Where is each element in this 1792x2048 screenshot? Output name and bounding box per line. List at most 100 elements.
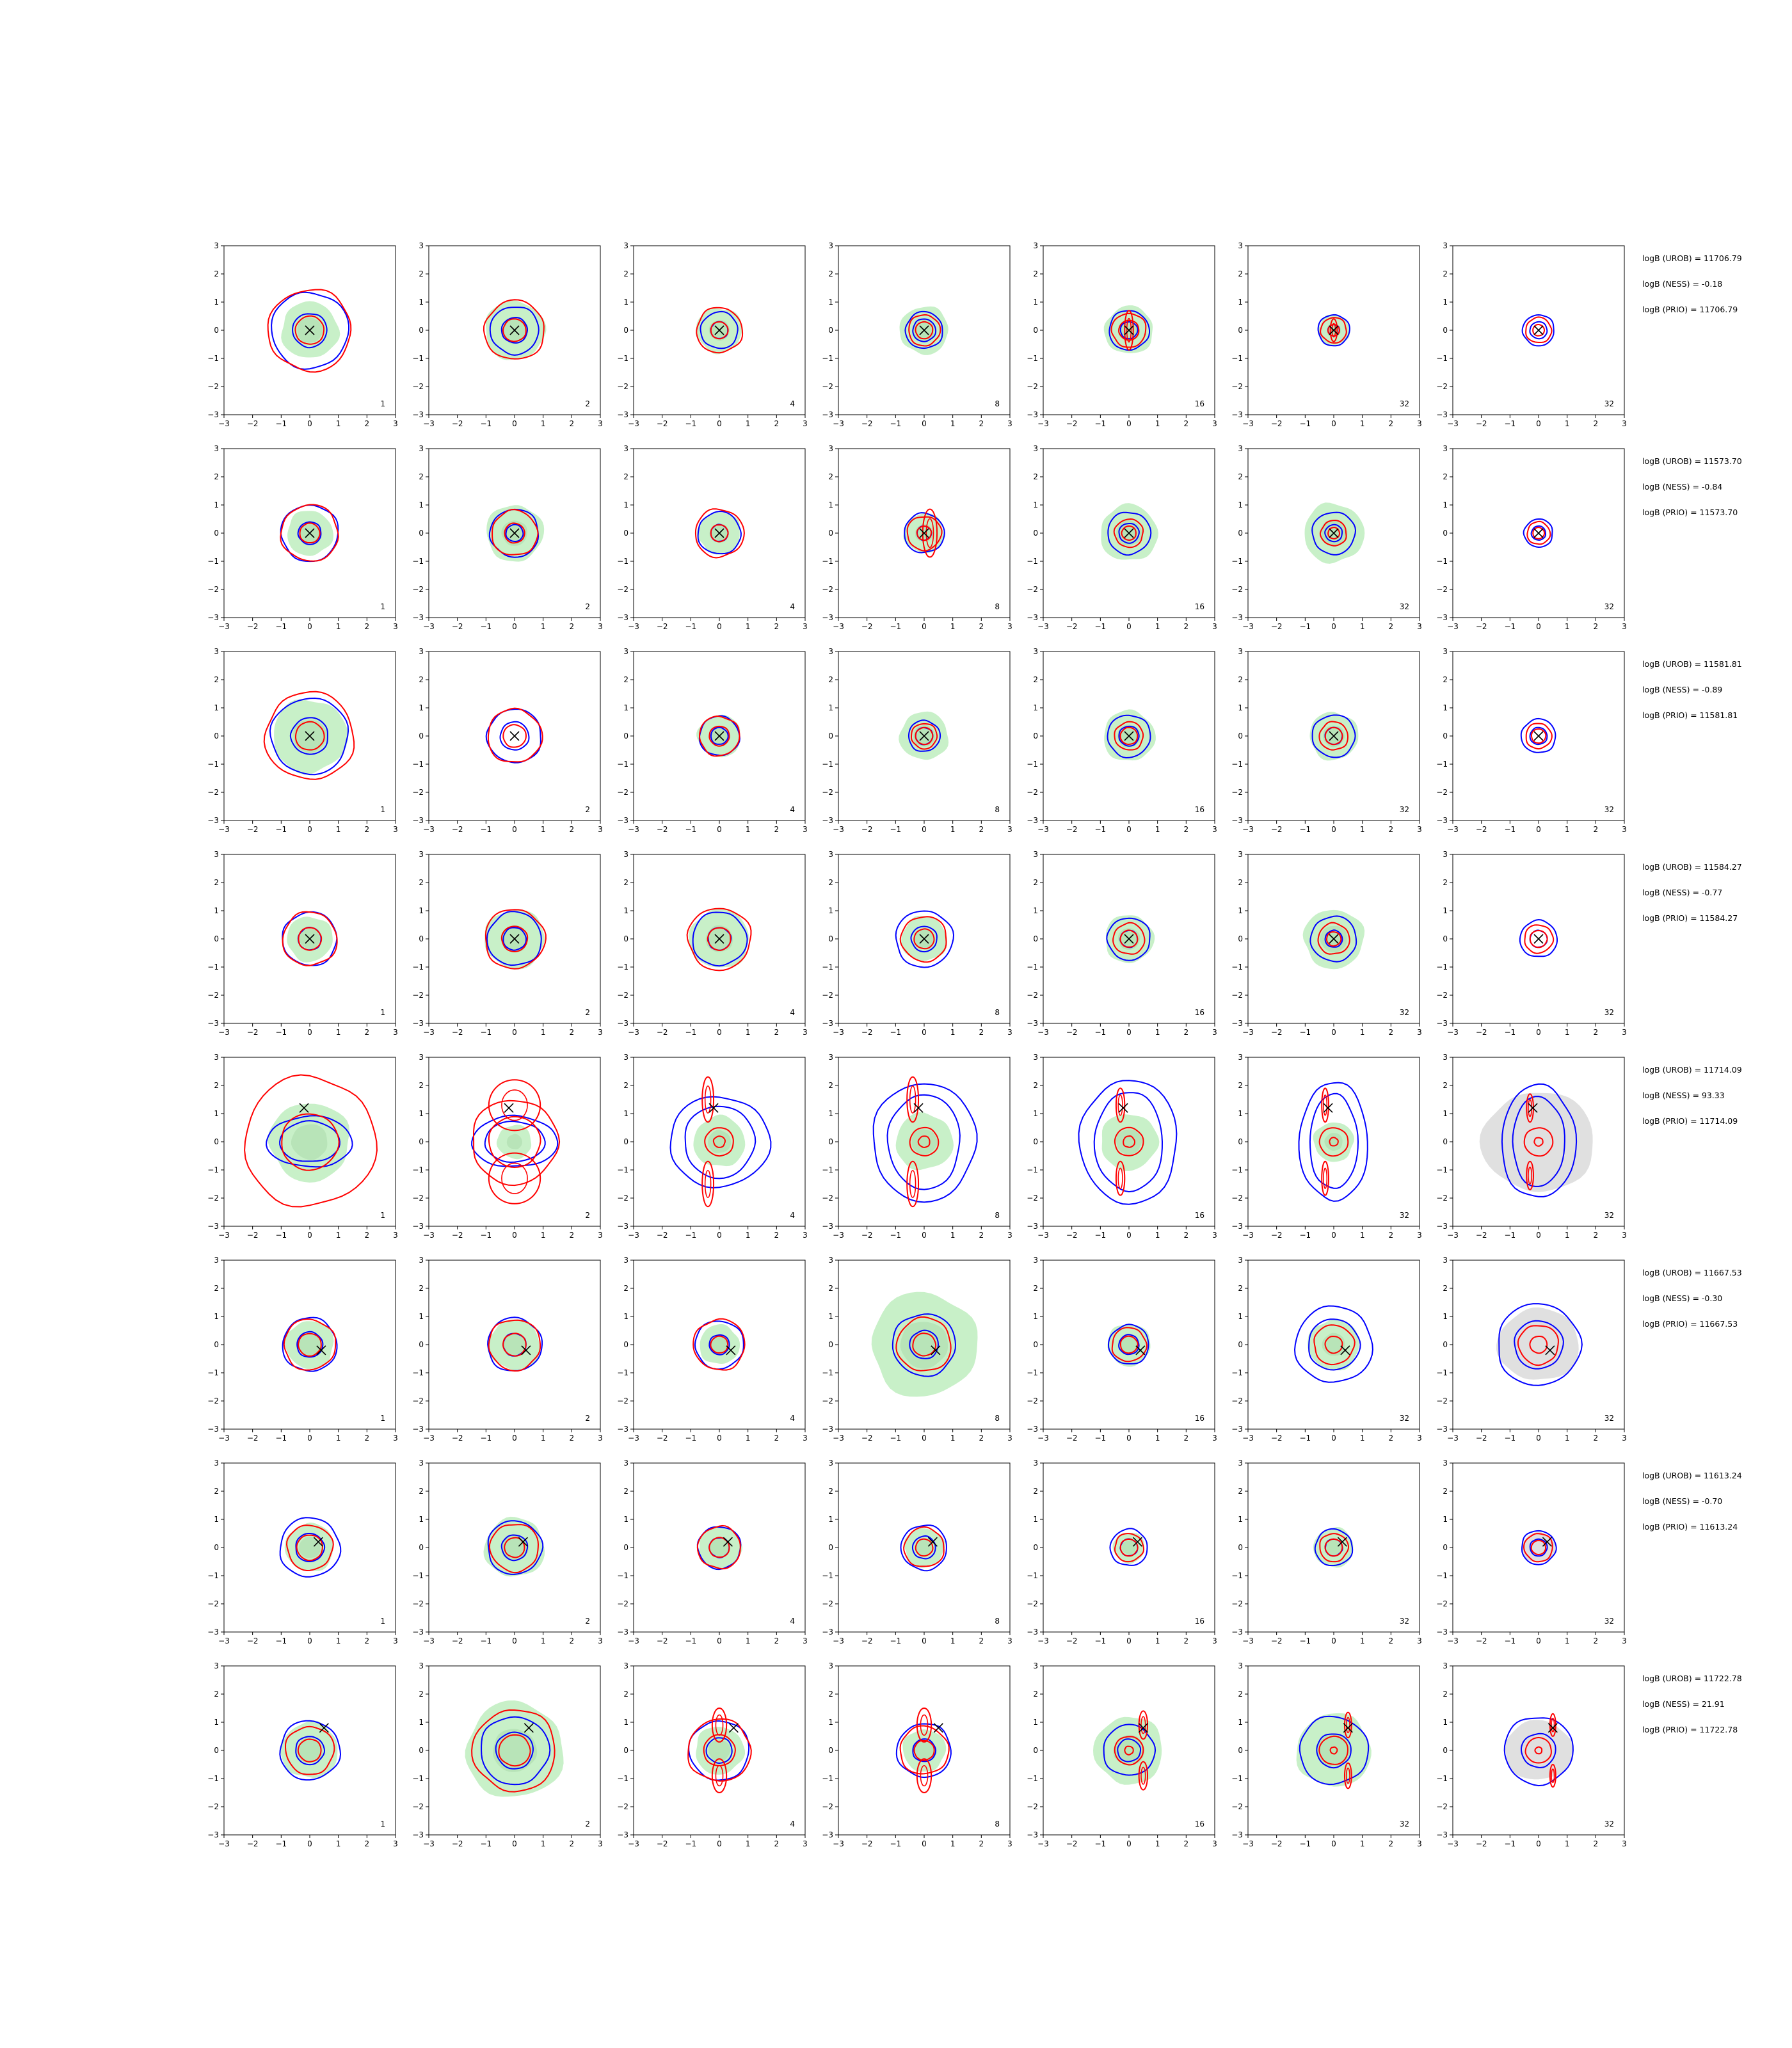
x-tick-label: −3	[833, 1636, 844, 1645]
x-tick-label: −2	[861, 1231, 873, 1240]
x-tick-label: −2	[452, 1636, 463, 1645]
x-tick-label: 2	[979, 1231, 984, 1240]
red-contour-outer	[488, 1524, 540, 1574]
x-tick-label: 3	[1007, 1231, 1012, 1240]
x-tick-label: −2	[1066, 1231, 1078, 1240]
y-tick-label: 3	[1033, 444, 1038, 453]
y-tick-label: −3	[617, 816, 628, 825]
red-contour-inner	[1529, 929, 1548, 948]
x-tick-label: −3	[833, 1434, 844, 1443]
panel-r1-c2: −3−3 −2 −2 −1 −1 0 0 1 1 2 2 3 3 2	[412, 241, 603, 428]
y-tick-label: 1	[419, 1312, 424, 1321]
panel-count-label: 16	[1195, 1008, 1204, 1017]
blue-contour-inner	[1529, 321, 1548, 340]
y-tick-label: −3	[412, 410, 424, 419]
blue-contour-inner	[1530, 525, 1546, 541]
x-tick-label: −3	[1037, 1434, 1049, 1443]
red-contour-outer	[1329, 1137, 1339, 1147]
y-tick-label: 1	[828, 298, 833, 307]
annotation-logb-prio-row1: logB (PRIO) = 11706.79	[1642, 305, 1738, 314]
annotation-logb-urob-row7: logB (UROB) = 11613.24	[1642, 1471, 1742, 1480]
annotation-logb-ness-row6: logB (NESS) = -0.30	[1642, 1293, 1723, 1303]
x-tick-label: 0	[512, 1636, 517, 1645]
blue-contour-outer	[1107, 714, 1151, 759]
y-tick-label: −1	[822, 1165, 833, 1174]
truth-marker	[1329, 325, 1339, 335]
y-tick-label: 1	[1238, 1515, 1243, 1524]
x-tick-label: 0	[1536, 1636, 1541, 1645]
red-contour-lobe-inner	[1551, 1768, 1555, 1783]
y-tick-label: −1	[207, 1165, 219, 1174]
blue-contour-inner	[292, 313, 328, 349]
y-tick-label: 1	[1443, 1515, 1448, 1524]
blue-contour-outer	[700, 310, 739, 349]
truth-marker	[319, 1723, 329, 1733]
x-tick-label: 0	[1331, 1434, 1336, 1443]
x-tick-label: 2	[1594, 1028, 1599, 1037]
y-tick-label: 1	[828, 1109, 833, 1118]
y-tick-label: −1	[1231, 1571, 1243, 1580]
panel-count-label: 1	[380, 1414, 385, 1423]
x-tick-label: 3	[1417, 622, 1422, 631]
x-tick-label: 0	[512, 419, 517, 428]
red-contour-outer	[686, 908, 752, 972]
x-tick-label: 1	[541, 1231, 546, 1240]
red-contour-outer	[698, 715, 740, 757]
blue-contour-outer	[266, 1115, 353, 1168]
red-contour-lobe	[1343, 1762, 1352, 1789]
y-tick-label: 0	[214, 1543, 219, 1552]
y-tick-label: 2	[828, 269, 833, 278]
y-tick-label: −3	[1231, 1019, 1243, 1028]
y-tick-label: 2	[214, 472, 219, 481]
red-contour-inner	[909, 1126, 940, 1156]
panel-count-label: 32	[1400, 1211, 1409, 1220]
blue-contour-inner	[886, 1094, 961, 1190]
x-tick-label: −1	[1299, 1434, 1311, 1443]
red-contour-outer	[1111, 1327, 1148, 1363]
panel-count-label: 2	[585, 1617, 590, 1626]
panel-r8-c6: −3−3 −2 −2 −1 −1 0 0 1 1 2 2 3 3 32	[1231, 1661, 1422, 1848]
x-tick-label: −2	[1271, 622, 1283, 631]
x-tick-label: −3	[218, 419, 230, 428]
y-tick-label: 0	[623, 529, 628, 538]
y-tick-label: 0	[1238, 1137, 1243, 1146]
x-tick-label: 0	[1126, 1028, 1132, 1037]
blue-contour-inner	[505, 524, 524, 542]
x-tick-label: −3	[833, 1839, 844, 1848]
x-tick-label: 3	[598, 1028, 603, 1037]
panel-r3-c1: −3−3 −2 −2 −1 −1 0 0 1 1 2 2 3 3 1	[207, 647, 398, 834]
y-tick-label: −2	[1231, 382, 1243, 391]
x-tick-label: −2	[861, 1839, 873, 1848]
x-tick-label: −2	[1271, 419, 1283, 428]
truth-marker	[509, 731, 520, 741]
red-contour-outer	[895, 1316, 952, 1372]
x-tick-label: 2	[1184, 622, 1189, 631]
blue-contour-outer	[892, 1313, 957, 1377]
y-tick-label: 0	[1443, 1340, 1448, 1349]
x-tick-label: 3	[1212, 622, 1217, 631]
x-tick-label: 0	[717, 622, 722, 631]
panel-count-label: 16	[1195, 399, 1204, 408]
y-tick-label: 3	[214, 1256, 219, 1265]
x-tick-label: 2	[1184, 1231, 1189, 1240]
y-tick-label: 2	[1238, 1487, 1243, 1496]
x-tick-label: 2	[1184, 1636, 1189, 1645]
x-tick-label: 0	[1536, 1231, 1541, 1240]
y-tick-label: 1	[214, 298, 219, 307]
panel-r4-c6: −3−3 −2 −2 −1 −1 0 0 1 1 2 2 3 3 32	[1231, 850, 1422, 1037]
x-tick-label: 3	[1622, 1636, 1627, 1645]
x-tick-label: 3	[1622, 622, 1627, 631]
x-tick-label: 3	[1212, 1839, 1217, 1848]
y-tick-label: −1	[412, 557, 424, 566]
y-tick-label: 3	[1033, 241, 1038, 250]
red-contour-lobe	[701, 1076, 715, 1123]
y-tick-label: 0	[1033, 1543, 1038, 1552]
y-tick-label: −2	[412, 991, 424, 1000]
x-tick-label: −3	[1447, 419, 1459, 428]
y-tick-label: −2	[822, 991, 833, 1000]
x-tick-label: −2	[1476, 1839, 1487, 1848]
y-tick-label: 0	[419, 326, 424, 335]
y-tick-label: 3	[1443, 241, 1448, 250]
x-tick-label: −2	[1271, 1636, 1283, 1645]
x-tick-label: −2	[861, 419, 873, 428]
